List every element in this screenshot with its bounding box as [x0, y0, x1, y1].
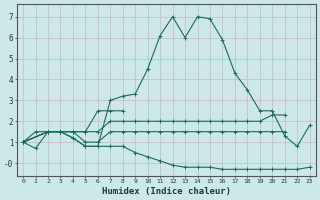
X-axis label: Humidex (Indice chaleur): Humidex (Indice chaleur): [102, 187, 231, 196]
